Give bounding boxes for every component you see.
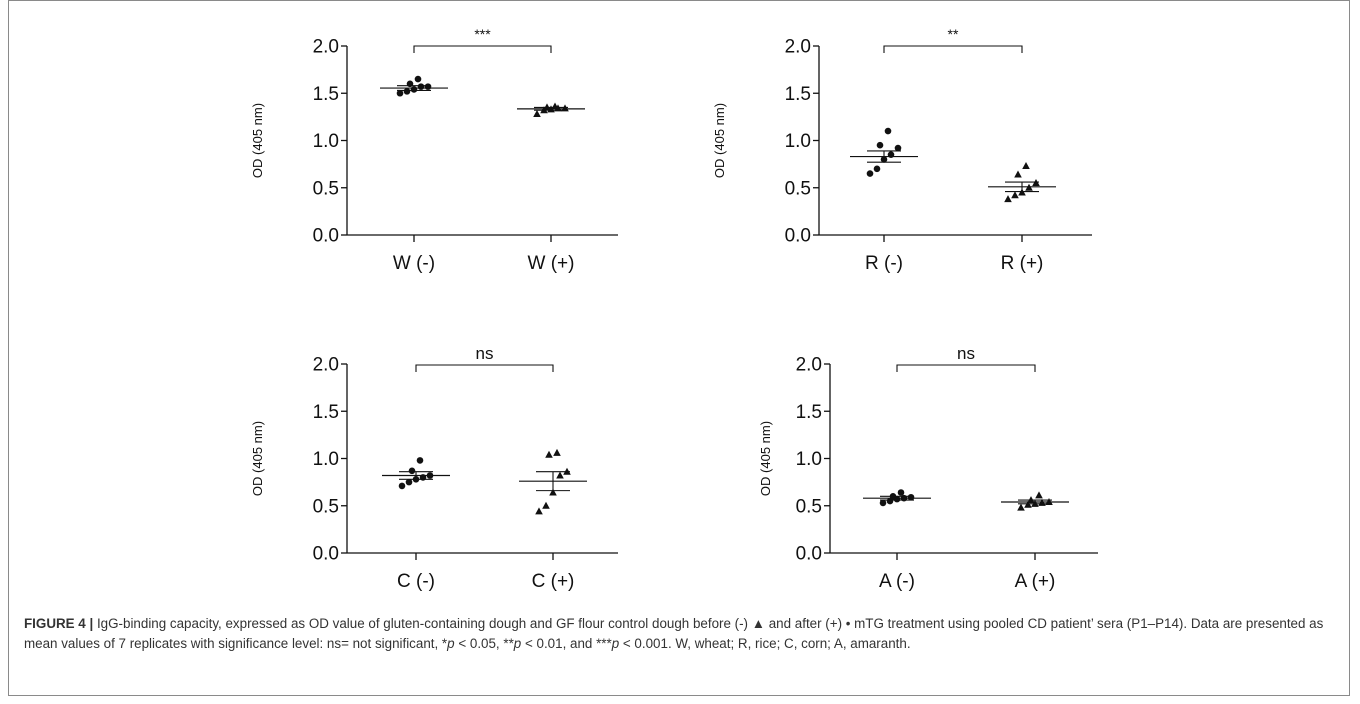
- y-tick-label: 2.0: [796, 355, 822, 376]
- y-tick-label: 2.0: [313, 37, 339, 58]
- y-tick-label: 2.0: [785, 37, 811, 58]
- data-point: [533, 110, 541, 118]
- chart-panel-2: 0.0 0.5 1.0 1.5 2.0 OD (405 nm) R (-) R (+) **: [712, 26, 1092, 274]
- caption-text-3: < 0.01, and ***: [521, 636, 612, 651]
- data-point: [416, 457, 424, 464]
- data-point: [1035, 491, 1043, 499]
- significance-label: **: [948, 26, 959, 42]
- y-tick-label: 1.5: [313, 84, 339, 105]
- data-point: [1004, 195, 1012, 203]
- significance-bracket: [413, 45, 552, 53]
- x-tick-label: A (-): [879, 571, 915, 592]
- y-tick-label: 0.0: [313, 544, 339, 565]
- y-tick-label: 0.0: [796, 544, 822, 565]
- y-tick-label: 0.0: [785, 226, 811, 247]
- caption-p-1: p: [447, 636, 455, 651]
- y-tick-label: 1.0: [785, 131, 811, 152]
- y-tick-label: 0.5: [796, 496, 822, 517]
- caption-text-4: < 0.001. W, wheat; R, rice; C, corn; A, …: [619, 636, 911, 651]
- y-tick-label: 1.5: [313, 402, 339, 423]
- chart-panel-3: 0.0 0.5 1.0 1.5 2.0 OD (405 nm) C (-) C (+) ns: [250, 344, 618, 592]
- data-point: [556, 471, 564, 479]
- data-point: [553, 448, 561, 456]
- y-tick-label: 1.5: [796, 402, 822, 423]
- x-tick-label: W (+): [528, 253, 575, 274]
- data-point: [894, 144, 902, 152]
- y-axis-label: OD (405 nm): [758, 421, 773, 496]
- data-point: [879, 499, 887, 507]
- caption-text-2: < 0.05, **: [454, 636, 514, 651]
- x-tick-label: A (+): [1015, 571, 1056, 592]
- y-axis-label: OD (405 nm): [250, 421, 265, 496]
- data-point: [542, 501, 550, 509]
- x-tick-label: C (+): [532, 571, 575, 592]
- y-tick-label: 1.0: [313, 449, 339, 470]
- data-point: [886, 497, 894, 505]
- caption-text-1: IgG-binding capacity, expressed as OD va…: [24, 616, 1324, 651]
- x-tick-label: W (-): [393, 253, 435, 274]
- data-point: [417, 83, 425, 90]
- data-point: [403, 88, 411, 95]
- y-tick-label: 2.0: [313, 355, 339, 376]
- significance-bracket: [415, 364, 554, 372]
- caption-label: FIGURE 4 |: [24, 616, 94, 631]
- significance-label: ns: [957, 344, 975, 363]
- data-point: [405, 478, 413, 486]
- y-tick-label: 1.5: [785, 84, 811, 105]
- data-point: [876, 141, 884, 149]
- y-axis-label: OD (405 nm): [712, 103, 727, 178]
- data-point: [1017, 503, 1025, 511]
- data-point: [884, 127, 892, 135]
- caption-p-2: p: [513, 636, 522, 651]
- significance-label: ns: [476, 344, 494, 363]
- significance-bracket: [896, 364, 1036, 372]
- data-point: [424, 83, 432, 90]
- figure-caption: FIGURE 4 | IgG-binding capacity, express…: [24, 614, 1340, 654]
- x-tick-label: R (-): [865, 253, 903, 274]
- caption-p-3: p: [611, 636, 620, 651]
- y-tick-label: 0.5: [785, 178, 811, 199]
- data-point: [414, 75, 422, 83]
- data-point: [549, 488, 557, 496]
- data-point: [873, 165, 881, 173]
- y-axis-label: OD (405 nm): [250, 103, 265, 178]
- data-point: [545, 450, 553, 458]
- significance-label: ***: [474, 26, 491, 42]
- significance-bracket: [883, 45, 1023, 53]
- data-point: [398, 482, 406, 490]
- chart-panel-1: 0.0 0.5 1.0 1.5 2.0 OD (405 nm) W (-) W (+) ***: [250, 26, 618, 274]
- data-point: [408, 467, 416, 475]
- data-point: [897, 489, 905, 496]
- data-point: [866, 170, 874, 177]
- x-tick-label: R (+): [1001, 253, 1044, 274]
- figure-frame: [8, 0, 1350, 696]
- data-point: [535, 507, 543, 515]
- y-tick-label: 0.0: [313, 226, 339, 247]
- data-point: [1014, 170, 1022, 178]
- data-point: [1022, 162, 1030, 170]
- y-tick-label: 1.0: [313, 131, 339, 152]
- data-point: [1011, 191, 1019, 199]
- x-tick-label: C (-): [397, 571, 435, 592]
- y-tick-label: 0.5: [313, 178, 339, 199]
- data-point: [907, 493, 915, 501]
- y-tick-label: 1.0: [796, 449, 822, 470]
- data-point: [396, 89, 404, 97]
- y-tick-label: 0.5: [313, 496, 339, 517]
- figure-panels: 0.00.51.01.52.0OD (405 nm)W (-) W (+)***0…: [250, 26, 1098, 592]
- chart-panel-4: 0.0 0.5 1.0 1.5 2.0 OD (405 nm) A (-) A (+) ns: [758, 344, 1098, 592]
